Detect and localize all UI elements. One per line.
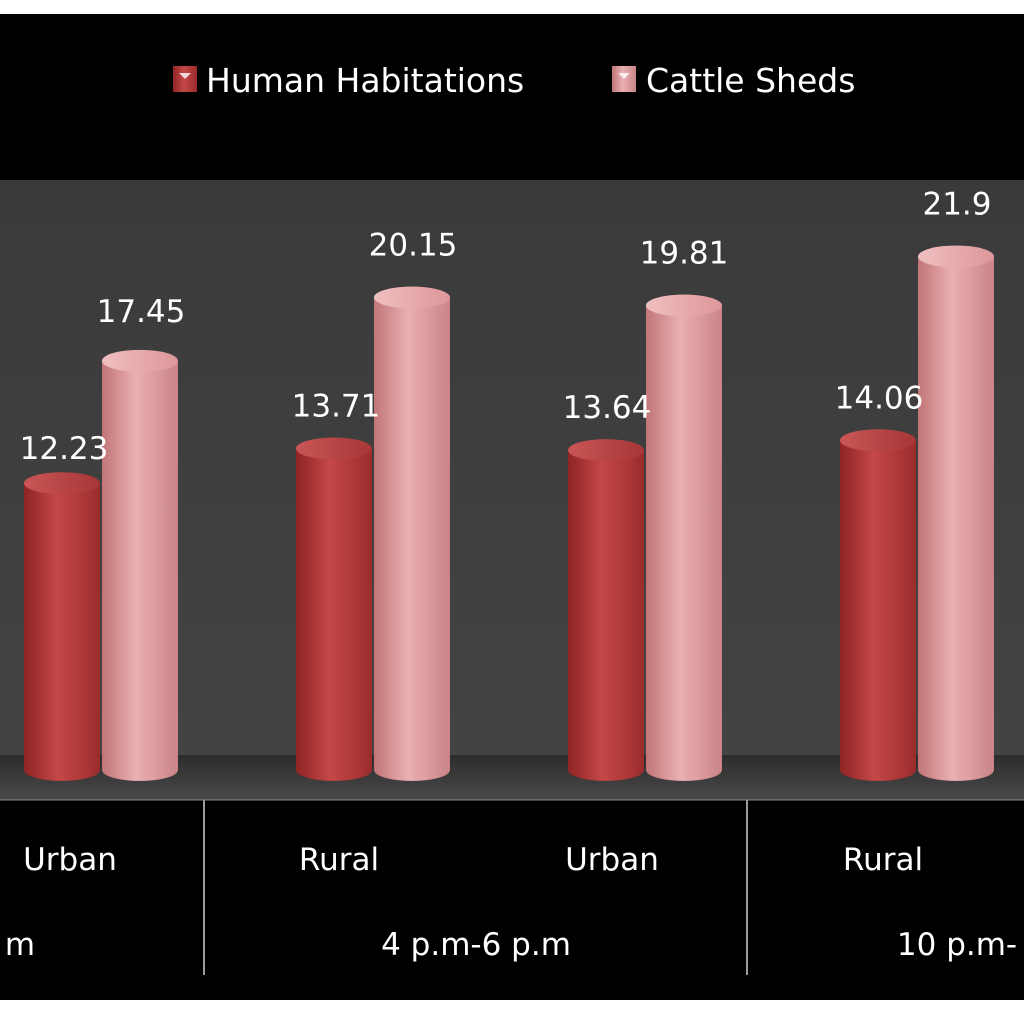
data-label-human-habitations: 12.23: [20, 431, 109, 467]
data-label-cattle-sheds: 20.15: [369, 228, 458, 264]
bar-human-habitations-top: [24, 472, 100, 495]
category-tick-label: Urban: [565, 842, 659, 878]
bar-human-habitations: [568, 450, 644, 781]
legend-label: Human Habitations: [206, 61, 524, 100]
data-label-cattle-sheds: 21.9: [922, 186, 991, 222]
data-label-cattle-sheds: 17.45: [97, 294, 186, 330]
group-tick-label: 4 p.m-6 p.m: [381, 927, 571, 963]
bar-cattle-sheds-top: [646, 294, 722, 317]
category-tick-label: Urban: [23, 842, 117, 878]
category-tick-label: Rural: [843, 842, 923, 878]
bar-cattle-sheds-top: [918, 245, 994, 268]
bar-cattle-sheds-top: [102, 349, 178, 372]
bar-human-habitations: [296, 448, 372, 781]
data-label-cattle-sheds: 19.81: [640, 235, 729, 271]
category-tick-label: Rural: [299, 842, 379, 878]
data-label-human-habitations: 13.64: [563, 390, 652, 426]
group-tick-label: 10 p.m-: [897, 927, 1017, 963]
group-tick-label: m: [5, 927, 35, 963]
bar-cattle-sheds: [102, 360, 178, 781]
plot-floor: [0, 755, 1024, 800]
bar-human-habitations: [840, 440, 916, 781]
bar-human-habitations-top: [840, 429, 916, 452]
bar-cattle-sheds: [918, 256, 994, 781]
data-label-human-habitations: 14.06: [835, 380, 924, 416]
bar-human-habitations: [24, 483, 100, 781]
bar-cattle-sheds: [374, 297, 450, 781]
bar-human-habitations-top: [296, 437, 372, 460]
legend-marker-icon: [179, 73, 191, 79]
bar-cattle-sheds: [646, 305, 722, 781]
legend-label: Cattle Sheds: [646, 61, 855, 100]
legend-marker-icon: [618, 73, 630, 79]
data-label-human-habitations: 13.71: [292, 389, 381, 425]
bar-cattle-sheds-top: [374, 286, 450, 309]
bar-human-habitations-top: [568, 439, 644, 462]
